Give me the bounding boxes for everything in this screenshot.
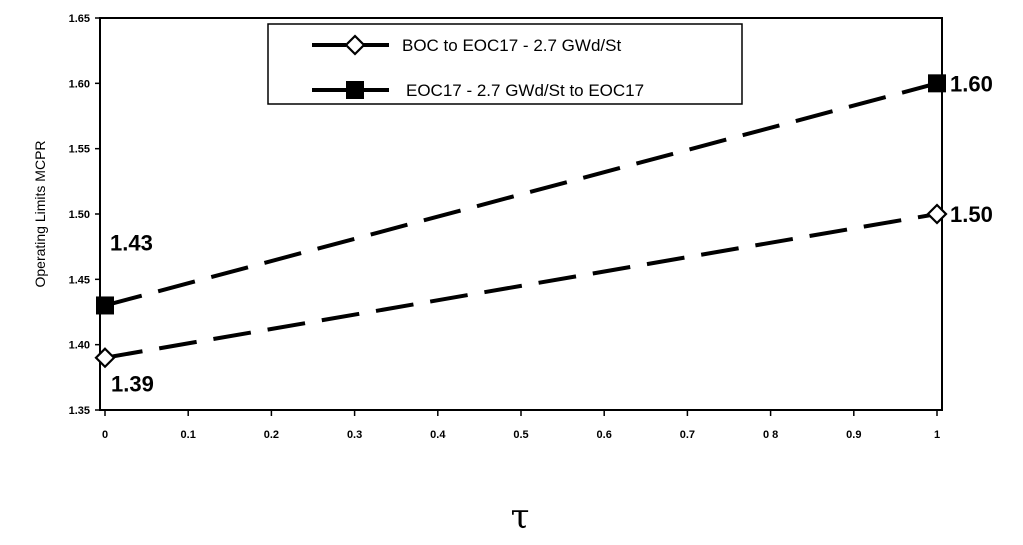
series-layer: 1.39 1.50 1.43 1.60 xyxy=(94,71,993,397)
diamond-marker xyxy=(926,203,948,225)
legend-item: EOC17 - 2.7 GWd/St to EOC17 xyxy=(312,81,644,100)
y-tick-label: 1.40 xyxy=(69,340,90,352)
x-tick-label: 1 xyxy=(934,429,940,441)
legend-label: EOC17 - 2.7 GWd/St to EOC17 xyxy=(406,81,644,100)
x-tick-label: 0.1 xyxy=(181,429,196,441)
legend-label: BOC to EOC17 - 2.7 GWd/St xyxy=(402,36,621,55)
data-label: 1.60 xyxy=(950,71,993,96)
legend-square-marker xyxy=(346,81,364,99)
x-tick-label: 0.7 xyxy=(680,429,695,441)
square-marker xyxy=(96,296,114,315)
legend-diamond-marker xyxy=(344,34,366,56)
y-tick-label: 1.55 xyxy=(69,144,90,156)
legend: BOC to EOC17 - 2.7 GWd/St EOC17 - 2.7 GWd… xyxy=(267,23,743,105)
y-tick-label: 1.60 xyxy=(69,78,90,90)
series-line xyxy=(104,81,938,308)
series-eoc17-2-7-gwd-st-to-eoc17: 1.43 1.60 xyxy=(96,71,993,315)
x-tick-label: 0.2 xyxy=(264,429,279,441)
y-axis-label: Operating Limits MCPR xyxy=(32,140,48,287)
x-tick-label: 0.5 xyxy=(513,429,528,441)
data-label: 1.39 xyxy=(111,372,154,397)
x-tick-label: 0.3 xyxy=(347,429,362,441)
data-label: 1.50 xyxy=(950,202,993,227)
series-boc-to-eoc17-2-7-gwd-st: 1.39 1.50 xyxy=(94,202,993,397)
y-tick-label: 1.65 xyxy=(69,13,90,25)
data-label: 1.43 xyxy=(110,230,153,255)
y-tick-label: 1.35 xyxy=(69,405,90,417)
y-axis-ticks: 1.35 1.40 1.45 1.50 1.55 1.60 1.65 xyxy=(69,13,100,417)
series-line xyxy=(104,212,938,360)
square-marker xyxy=(928,74,946,93)
y-tick-label: 1.50 xyxy=(69,209,90,221)
x-tick-label: 0 xyxy=(102,429,108,441)
diamond-marker xyxy=(94,347,116,369)
x-tick-label: 0.4 xyxy=(430,429,446,441)
x-axis-ticks: 0 0.1 0.2 0.3 0.4 0.5 0.6 0.7 0 8 0.9 1 xyxy=(102,410,940,441)
legend-item: BOC to EOC17 - 2.7 GWd/St xyxy=(312,34,621,56)
x-tick-label: 0.9 xyxy=(846,429,861,441)
y-tick-label: 1.45 xyxy=(69,274,90,286)
x-axis-label: τ xyxy=(511,497,530,537)
x-tick-label: 0 8 xyxy=(763,429,778,441)
x-tick-label: 0.6 xyxy=(597,429,612,441)
